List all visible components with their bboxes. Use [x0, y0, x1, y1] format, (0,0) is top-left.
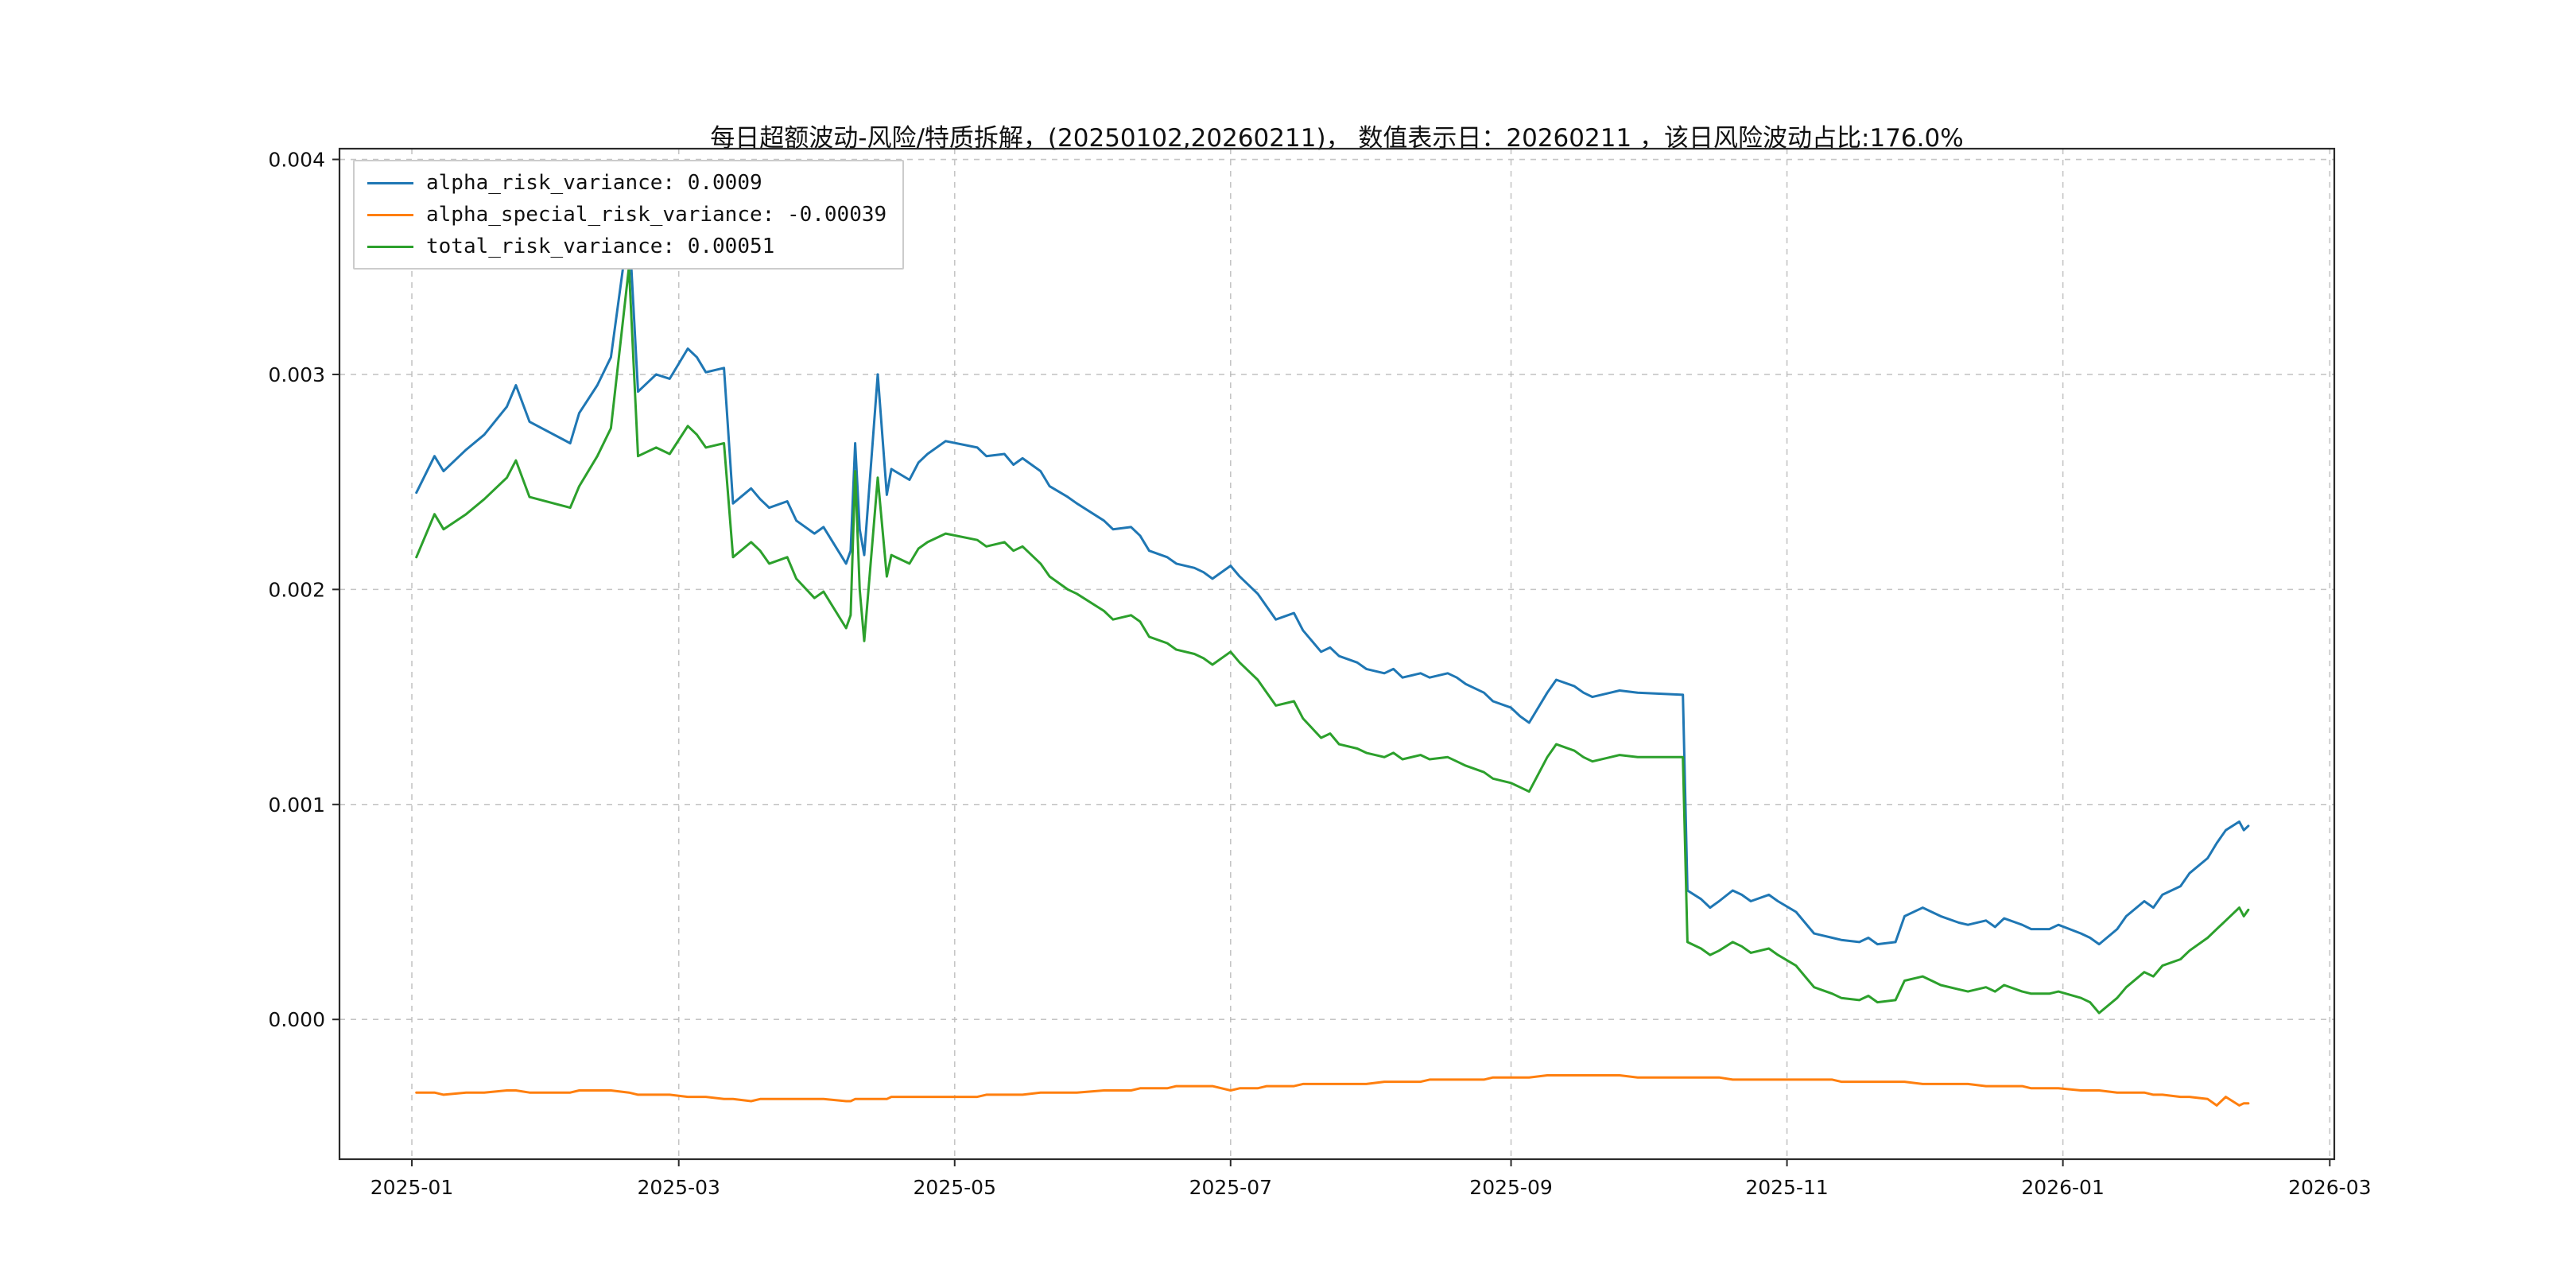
y-tick-label: 0.000	[268, 1008, 325, 1031]
y-tick-label: 0.001	[268, 793, 325, 817]
x-tick-label: 2025-09	[1469, 1176, 1552, 1199]
legend-line-swatch-orange	[367, 213, 413, 216]
x-tick-label: 2025-07	[1189, 1176, 1272, 1199]
y-tick-label: 0.004	[268, 149, 325, 172]
x-tick-label: 2026-03	[2288, 1176, 2371, 1199]
x-tick-label: 2025-03	[637, 1176, 720, 1199]
legend-label: total_risk_variance: 0.00051	[426, 235, 775, 258]
legend-line-swatch-blue	[367, 181, 413, 184]
y-tick-label: 0.002	[268, 578, 325, 601]
plot-frame	[338, 147, 2336, 1161]
total-risk-variance-line	[415, 266, 2250, 1014]
legend-item-total-risk-variance: total_risk_variance: 0.00051	[367, 235, 886, 258]
x-tick-label: 2025-05	[914, 1176, 996, 1199]
legend-item-alpha-risk-variance: alpha_risk_variance: 0.0009	[367, 171, 886, 195]
x-tick-label: 2026-01	[2021, 1176, 2104, 1199]
alpha-special-risk-variance-line	[415, 1074, 2250, 1107]
chart-legend: alpha_risk_variance: 0.0009 alpha_specia…	[353, 160, 905, 270]
x-tick-label: 2025-01	[370, 1176, 453, 1199]
legend-label: alpha_risk_variance: 0.0009	[426, 171, 762, 195]
y-tick-label: 0.003	[268, 363, 325, 386]
legend-label: alpha_special_risk_variance: -0.00039	[426, 203, 887, 227]
legend-item-alpha-special-risk-variance: alpha_special_risk_variance: -0.00039	[367, 203, 886, 227]
x-tick-label: 2025-11	[1745, 1176, 1828, 1199]
alpha-risk-variance-line	[415, 223, 2250, 946]
legend-line-swatch-green	[367, 245, 413, 248]
